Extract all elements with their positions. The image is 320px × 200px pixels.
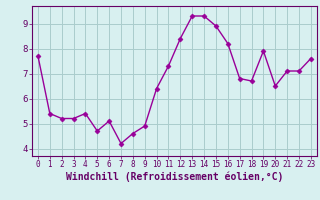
X-axis label: Windchill (Refroidissement éolien,°C): Windchill (Refroidissement éolien,°C) [66, 172, 283, 182]
